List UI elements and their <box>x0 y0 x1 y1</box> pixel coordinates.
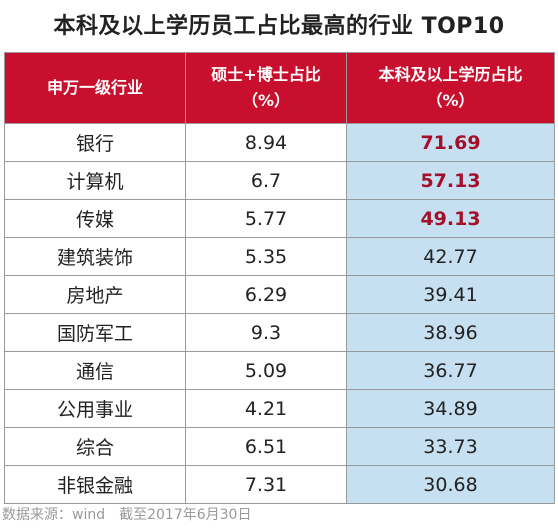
bachelor-plus-cell: 33.73 <box>346 427 555 466</box>
master-phd-cell: 9.3 <box>185 313 347 352</box>
bachelor-plus-cell: 49.13 <box>346 199 555 238</box>
table-row: 公用事业 4.21 34.89 <box>4 389 555 428</box>
master-phd-cell: 5.35 <box>185 237 347 276</box>
master-phd-cell: 7.31 <box>185 465 347 504</box>
source-note: 数据来源：wind 截至2017年6月30日 <box>2 507 252 523</box>
industry-cell: 计算机 <box>4 161 186 200</box>
master-phd-cell: 8.94 <box>185 123 347 162</box>
table-row: 国防军工 9.3 38.96 <box>4 313 555 352</box>
table-row: 银行 8.94 71.69 <box>4 123 555 162</box>
master-phd-cell: 6.29 <box>185 275 347 314</box>
bachelor-plus-cell: 71.69 <box>346 123 555 162</box>
header-bachelor-plus-unit: （%） <box>426 91 475 110</box>
table-row: 建筑装饰 5.35 42.77 <box>4 237 555 276</box>
industry-cell: 建筑装饰 <box>4 237 186 276</box>
table-row: 传媒 5.77 49.13 <box>4 199 555 238</box>
industry-cell: 国防军工 <box>4 313 186 352</box>
master-phd-cell: 5.09 <box>185 351 347 390</box>
table-row: 综合 6.51 33.73 <box>4 427 555 466</box>
header-industry-label: 申万一级行业 <box>46 78 143 97</box>
industry-education-table: 申万一级行业 硕士+博士占比 （%） 本科及以上学历占比 （%） 银行 8.94 7… <box>4 52 555 504</box>
master-phd-cell: 4.21 <box>185 389 347 428</box>
master-phd-cell: 6.51 <box>185 427 347 466</box>
industry-cell: 综合 <box>4 427 186 466</box>
bachelor-plus-cell: 30.68 <box>346 465 555 504</box>
header-master-phd-label: 硕士+博士占比 <box>211 65 321 84</box>
bachelor-plus-cell: 38.96 <box>346 313 555 352</box>
bachelor-plus-cell: 42.77 <box>346 237 555 276</box>
bachelor-plus-cell: 34.89 <box>346 389 555 428</box>
industry-cell: 传媒 <box>4 199 186 238</box>
table-row: 通信 5.09 36.77 <box>4 351 555 390</box>
table-row: 计算机 6.7 57.13 <box>4 161 555 200</box>
industry-cell: 公用事业 <box>4 389 186 428</box>
master-phd-cell: 5.77 <box>185 199 347 238</box>
table-body: 银行 8.94 71.69 计算机 6.7 57.13 传媒 5.77 49.13 建筑装饰 5.3… <box>4 123 555 504</box>
header-master-phd-unit: （%） <box>241 91 291 110</box>
header-industry: 申万一级行业 <box>4 52 186 124</box>
master-phd-cell: 6.7 <box>185 161 347 200</box>
header-bachelor-plus-label: 本科及以上学历占比 <box>378 65 523 84</box>
table-row: 非银金融 7.31 30.68 <box>4 465 555 504</box>
bachelor-plus-cell: 36.77 <box>346 351 555 390</box>
table-row: 房地产 6.29 39.41 <box>4 275 555 314</box>
industry-cell: 银行 <box>4 123 186 162</box>
industry-cell: 房地产 <box>4 275 186 314</box>
header-bachelor-plus: 本科及以上学历占比 （%） <box>346 52 555 124</box>
table-title: 本科及以上学历员工占比最高的行业 TOP10 <box>53 14 505 39</box>
bachelor-plus-cell: 39.41 <box>346 275 555 314</box>
header-row: 申万一级行业 硕士+博士占比 （%） 本科及以上学历占比 （%） <box>4 52 555 124</box>
industry-cell: 非银金融 <box>4 465 186 504</box>
header-master-phd: 硕士+博士占比 （%） <box>185 52 347 124</box>
bachelor-plus-cell: 57.13 <box>346 161 555 200</box>
industry-cell: 通信 <box>4 351 186 390</box>
